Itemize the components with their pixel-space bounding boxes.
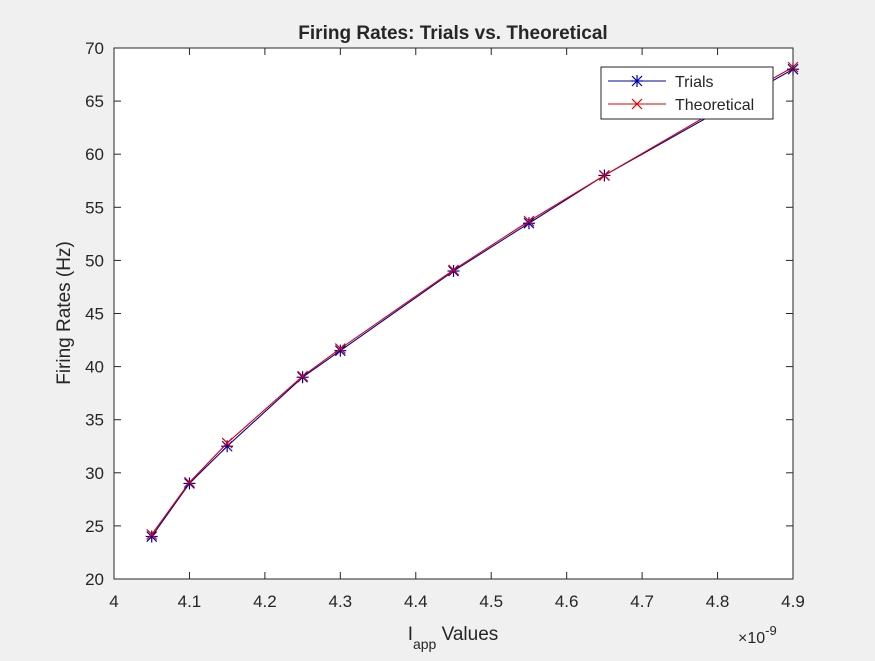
y-tick-label: 35	[85, 411, 104, 430]
x-axis-exponent-base: ×10	[738, 630, 765, 647]
data-point-trials	[522, 217, 535, 230]
x-tick-label: 4.1	[178, 592, 202, 611]
x-tick-label: 4.3	[329, 592, 353, 611]
data-point-trials	[334, 344, 347, 357]
data-point-trials	[296, 371, 309, 384]
y-axis-label: Firing Rates (Hz)	[54, 241, 75, 385]
legend: Trials Theoretical	[600, 66, 774, 120]
x-tick-label: 4.5	[479, 592, 503, 611]
y-tick-label: 70	[85, 39, 104, 58]
x-axis-label-subscript: app	[413, 636, 437, 652]
x-tick-label: 4.9	[781, 592, 805, 611]
legend-label-trials: Trials	[675, 74, 714, 91]
y-tick-label: 50	[85, 251, 104, 270]
legend-marker-theoretical	[631, 98, 643, 110]
data-point-trials	[145, 530, 158, 543]
x-tick-label: 4.4	[404, 592, 428, 611]
data-point-trials	[183, 477, 196, 490]
x-axis-label: Iapp Values	[408, 624, 499, 652]
legend-box	[600, 66, 774, 120]
y-tick-label: 60	[85, 145, 104, 164]
data-point-theoretical	[523, 215, 535, 227]
x-axis-exponent-power: -9	[765, 623, 777, 638]
plot-area	[114, 48, 793, 579]
y-tick-label: 65	[85, 92, 104, 111]
legend-label-theoretical: Theoretical	[675, 97, 754, 114]
axes-layer: 4 4.1 4.2 4.3 4.4 4.5 4.6 4.7 4.8 4.9 20 25 30 35 40 45…	[85, 39, 805, 611]
x-tick-label: 4.2	[253, 592, 277, 611]
data-point-theoretical	[146, 528, 158, 540]
legend-marker-trials	[631, 75, 643, 87]
series-line-theoretical	[151, 66, 794, 535]
y-tick-label: 30	[85, 464, 104, 483]
data-point-theoretical	[334, 343, 346, 354]
x-axis-label-rest: Values	[436, 624, 498, 645]
x-tick-label: 4	[109, 592, 118, 611]
data-point-theoretical	[221, 437, 233, 449]
y-tick-label: 55	[85, 198, 104, 217]
x-tick-label: 4.7	[630, 592, 654, 611]
y-tick-label: 25	[85, 517, 104, 536]
x-tick-label: 4.6	[555, 592, 579, 611]
chart-title: Firing Rates: Trials vs. Theoretical	[298, 23, 607, 44]
y-tick-label: 45	[85, 305, 104, 324]
x-axis-label-main: I	[408, 624, 413, 645]
data-point-theoretical	[448, 264, 459, 276]
data-point-trials	[221, 440, 234, 453]
data-point-theoretical	[184, 476, 195, 488]
series-line-trials	[151, 68, 794, 537]
data-point-theoretical	[598, 170, 610, 181]
data-point-theoretical	[297, 370, 309, 382]
data-point-trials	[447, 265, 460, 278]
series-layer	[145, 61, 799, 543]
x-axis-exponent: ×10-9	[738, 623, 777, 647]
y-tick-label: 40	[85, 358, 104, 377]
legend-entries: Trials Theoretical	[608, 74, 754, 114]
x-tick-label: 4.8	[706, 592, 730, 611]
y-tick-label: 20	[85, 570, 104, 589]
